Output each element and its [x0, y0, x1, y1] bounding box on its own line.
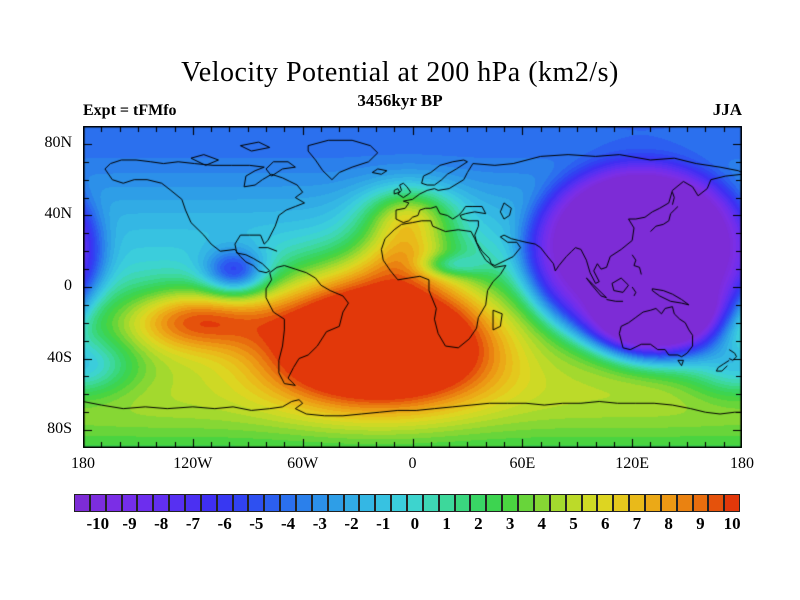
colorbar-swatch	[438, 494, 455, 512]
colorbar-swatch	[391, 494, 408, 512]
colorbar-swatch	[264, 494, 281, 512]
colorbar-tick-label: -8	[154, 514, 169, 533]
colorbar-tick-label: -10	[86, 514, 110, 533]
x-tick-label: 60E	[509, 455, 536, 472]
season-label: JJA	[712, 100, 742, 119]
colorbar-swatch	[74, 494, 90, 512]
colorbar-swatch	[232, 494, 249, 512]
y-tick-label: 80S	[47, 420, 72, 438]
colorbar-swatch	[724, 494, 741, 512]
x-tick-label: 180	[730, 455, 754, 472]
colorbar-tick-label: -5	[249, 514, 264, 533]
colorbar-tick-label: -6	[217, 514, 232, 533]
colorbar-swatch	[454, 494, 471, 512]
colorbar-swatch	[629, 494, 645, 512]
colorbar-swatch	[549, 494, 566, 512]
colorbar-tick-label: 9	[696, 514, 705, 533]
colorbar-swatch	[296, 494, 312, 512]
y-tick-label: 40N	[44, 205, 72, 223]
experiment-label: Expt = tFMfo	[83, 102, 177, 119]
colorbar-tick-label: -9	[122, 514, 137, 533]
colorbar-tick-label: -4	[280, 514, 296, 533]
colorbar-swatch	[422, 494, 439, 512]
colorbar-swatch	[121, 494, 138, 512]
colorbar-tick-label: 10	[723, 514, 741, 533]
colorbar-swatch	[153, 494, 170, 512]
colorbar-tick-label: 2	[474, 514, 483, 533]
colorbar-swatch	[216, 494, 233, 512]
colorbar-swatch	[533, 494, 550, 512]
colorbar-tick-label: 1	[442, 514, 451, 533]
colorbar-swatch	[311, 494, 328, 512]
colorbar-swatch	[343, 494, 360, 512]
colorbar-swatch	[518, 494, 534, 512]
colorbar-swatch	[581, 494, 598, 512]
contour-map-canvas	[83, 126, 742, 448]
colorbar-tick-label: -3	[312, 514, 327, 533]
colorbar-swatch	[470, 494, 487, 512]
colorbar-swatch	[597, 494, 614, 512]
y-tick-label: 0	[64, 277, 72, 294]
colorbar-swatch	[486, 494, 503, 512]
colorbar-swatch	[169, 494, 186, 512]
colorbar-swatch	[105, 494, 122, 512]
colorbar-tick-label: -2	[344, 514, 359, 533]
colorbar-swatch	[660, 494, 677, 512]
x-tick-label: 120W	[173, 455, 213, 472]
y-tick-label: 40S	[47, 348, 72, 366]
colorbar-swatch	[565, 494, 582, 512]
colorbar-swatch	[502, 494, 519, 512]
colorbar-swatch	[248, 494, 265, 512]
page-title: Velocity Potential at 200 hPa (km2/s)	[181, 57, 619, 88]
colorbar-tick-label: -1	[376, 514, 391, 533]
colorbar-swatch	[280, 494, 297, 512]
y-tick-label: 80N	[44, 133, 72, 151]
x-tick-label: 60W	[287, 455, 319, 472]
colorbar-tick-label: 8	[664, 514, 673, 533]
colorbar-swatch	[375, 494, 392, 512]
colorbar-swatch	[407, 494, 423, 512]
colorbar-swatch	[200, 494, 217, 512]
colorbar-tick-label: 5	[569, 514, 578, 533]
colorbar	[74, 494, 741, 512]
colorbar-tick-label: 7	[632, 514, 642, 533]
colorbar-swatch	[359, 494, 376, 512]
colorbar-tick-label: 3	[505, 514, 515, 533]
colorbar-tick-label: 4	[537, 514, 547, 533]
colorbar-swatch	[137, 494, 154, 512]
colorbar-swatch	[708, 494, 725, 512]
x-tick-label: 0	[408, 455, 417, 472]
colorbar-swatch	[327, 494, 344, 512]
colorbar-swatch	[644, 494, 661, 512]
colorbar-swatch	[89, 494, 106, 512]
colorbar-swatch	[185, 494, 201, 512]
x-tick-label: 120E	[615, 455, 650, 472]
colorbar-swatch	[676, 494, 693, 512]
colorbar-swatch	[692, 494, 709, 512]
subtitle: 3456kyr BP	[357, 91, 443, 110]
colorbar-tick-label: 6	[600, 514, 610, 533]
colorbar-tick-label: 0	[410, 514, 420, 533]
x-tick-label: 180	[71, 455, 95, 472]
colorbar-swatch	[613, 494, 630, 512]
colorbar-tick-label: -7	[185, 514, 200, 533]
